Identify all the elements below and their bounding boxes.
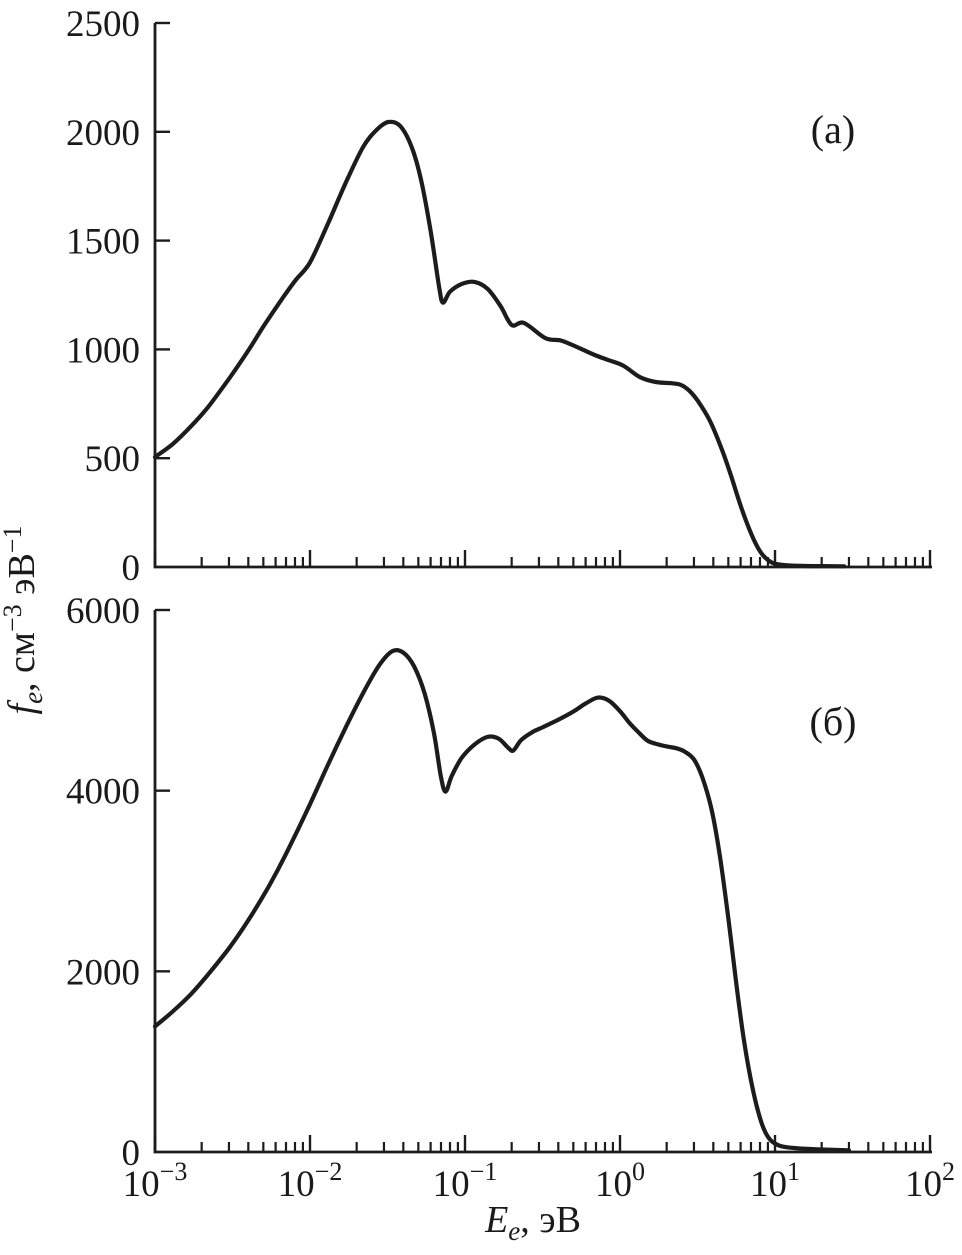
panel-label-b: (б) [810, 699, 857, 744]
y-tick-label: 1500 [66, 222, 140, 263]
curve-b [152, 647, 852, 1153]
x-tick-label: 102 [905, 1157, 955, 1205]
panel-label-a: (а) [811, 107, 855, 152]
panel-a: 0 500 1000 1500 2000 2500 (а) [66, 4, 932, 589]
y-axis-label: fe, см−3 эВ−1 [0, 526, 48, 715]
x-tick-label: 10−2 [278, 1157, 343, 1205]
x-tick-label: 101 [750, 1157, 800, 1205]
y-tick-label: 0 [122, 548, 141, 589]
x-axis-label: Ee, эВ [484, 1199, 581, 1246]
panel-b: 0 2000 4000 6000 10−3 10−2 10−1 100 101 102 (б) [66, 591, 955, 1205]
x-tick-label: 10−3 [123, 1157, 188, 1205]
x-tick-label: 10−1 [433, 1157, 498, 1205]
y-tick-label: 4000 [66, 772, 140, 813]
y-tick-label: 1000 [66, 330, 140, 371]
y-tick-label: 2500 [66, 4, 140, 45]
y-tick-label: 2000 [66, 113, 140, 154]
y-tick-label: 2000 [66, 952, 140, 993]
axis-spines-a [153, 23, 932, 569]
y-tick-label: 0 [122, 1133, 141, 1174]
y-tick-label: 500 [85, 439, 141, 480]
curve-a [152, 119, 847, 569]
y-tick-label: 6000 [66, 591, 140, 632]
x-tick-label: 100 [595, 1157, 645, 1205]
